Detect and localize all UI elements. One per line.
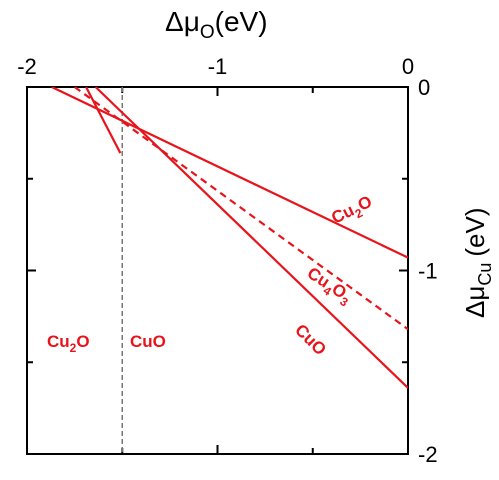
ticks xyxy=(26,86,409,455)
y-axis-title: ΔμCu (eV) xyxy=(460,208,495,319)
tick-labels: -2 -1 00 -1 -2 xyxy=(17,54,437,467)
series-line-cuo xyxy=(94,87,408,389)
x-axis-title-base: Δμ xyxy=(165,6,200,37)
plot-frame xyxy=(26,86,409,455)
y-axis-title-sub: Cu xyxy=(475,263,495,286)
series-line-cu2o xyxy=(51,87,408,259)
x-tick-label-1: -1 xyxy=(208,54,228,79)
y-tick-label-1: -1 xyxy=(418,259,438,284)
y-axis-title-base: Δμ xyxy=(460,286,490,318)
curve-label-cu2o: Cu2O xyxy=(328,192,376,231)
x-axis-title-sub: O xyxy=(200,22,215,43)
series-group xyxy=(51,87,408,454)
y-axis-title-unit: (eV) xyxy=(460,208,490,257)
series-line-cu4o3 xyxy=(73,87,408,331)
region-label-1: CuO xyxy=(130,332,166,351)
series-line-cu2o_steep xyxy=(85,87,122,154)
region-label-0: Cu2O xyxy=(47,332,90,355)
x-tick-label-2: 0 xyxy=(402,54,414,79)
curve-label-cuo: CuO xyxy=(291,320,330,359)
x-axis-title: ΔμO(eV) xyxy=(165,6,268,43)
y-tick-label-2: -2 xyxy=(418,442,438,467)
y-tick-label-0: 0 xyxy=(418,75,430,100)
x-axis-title-unit: (eV) xyxy=(215,6,268,37)
x-tick-label-0: -2 xyxy=(17,54,37,79)
